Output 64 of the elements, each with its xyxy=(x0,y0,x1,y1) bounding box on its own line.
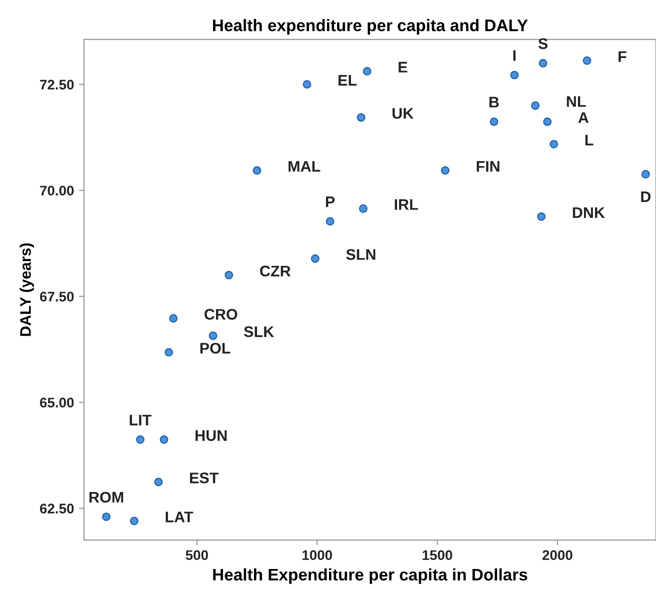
annotation: MAL xyxy=(288,161,320,172)
point xyxy=(130,516,138,526)
y-tick-label: 62.50 xyxy=(40,504,74,514)
annotation: FIN xyxy=(476,161,500,172)
annotation: UK xyxy=(392,108,414,119)
point xyxy=(550,140,558,148)
annotation: A xyxy=(578,112,589,123)
point xyxy=(641,170,650,178)
point xyxy=(543,117,552,126)
x-axis-title: Health Expenditure per capita in Dollars xyxy=(213,568,528,584)
y-tick-label: 67.50 xyxy=(40,292,74,302)
x-tick-label: 500 xyxy=(186,550,208,560)
annotation: CRO xyxy=(204,308,238,320)
annotation: EST xyxy=(190,472,219,484)
y-axis-title: DALY (years) xyxy=(20,243,34,336)
annotation: I xyxy=(513,50,516,61)
annotation: SLN xyxy=(346,249,376,260)
y-tick-label: 65.00 xyxy=(40,398,74,408)
point xyxy=(164,348,174,357)
point xyxy=(169,314,178,323)
annotation: B xyxy=(490,96,499,108)
point xyxy=(102,512,111,522)
point xyxy=(582,56,592,65)
annotation: HUN xyxy=(196,430,227,441)
annotation: CZR xyxy=(260,266,291,276)
annotation: SLK xyxy=(244,326,274,338)
annotation: L xyxy=(585,134,594,146)
point xyxy=(252,166,262,175)
point xyxy=(510,70,519,80)
x-tick-label: 1000 xyxy=(302,550,332,560)
annotation: EL xyxy=(338,75,357,86)
annotation: F xyxy=(618,51,626,62)
annotation: P xyxy=(326,196,335,208)
annotation: LAT xyxy=(166,512,194,522)
point xyxy=(537,212,546,221)
point xyxy=(310,254,320,263)
point xyxy=(531,101,540,110)
chart-title: Health expenditure per capita and DALY xyxy=(213,19,528,35)
annotation: NL xyxy=(566,96,586,107)
y-tick-label: 72.50 xyxy=(40,80,74,90)
point xyxy=(359,204,368,213)
point xyxy=(440,166,450,175)
point xyxy=(160,435,168,444)
point xyxy=(490,117,498,126)
annotation: S xyxy=(538,38,548,50)
annotation: E xyxy=(398,62,408,72)
annotation: IRL xyxy=(394,199,418,210)
point xyxy=(136,435,144,444)
annotation: ROM xyxy=(90,492,124,503)
point xyxy=(154,478,163,486)
annotation: LIT xyxy=(130,414,152,426)
point xyxy=(356,113,366,122)
point xyxy=(208,332,218,340)
y-tick-label: 70.00 xyxy=(40,186,74,196)
x-tick-label: 1500 xyxy=(422,550,452,560)
annotation: DNK xyxy=(572,207,605,218)
annotation: D xyxy=(641,191,651,202)
point xyxy=(326,217,334,226)
annotation: POL xyxy=(200,342,230,354)
point xyxy=(224,270,234,280)
x-tick-label: 2000 xyxy=(542,550,572,560)
point xyxy=(362,67,372,76)
point xyxy=(538,58,548,68)
point xyxy=(302,80,312,89)
